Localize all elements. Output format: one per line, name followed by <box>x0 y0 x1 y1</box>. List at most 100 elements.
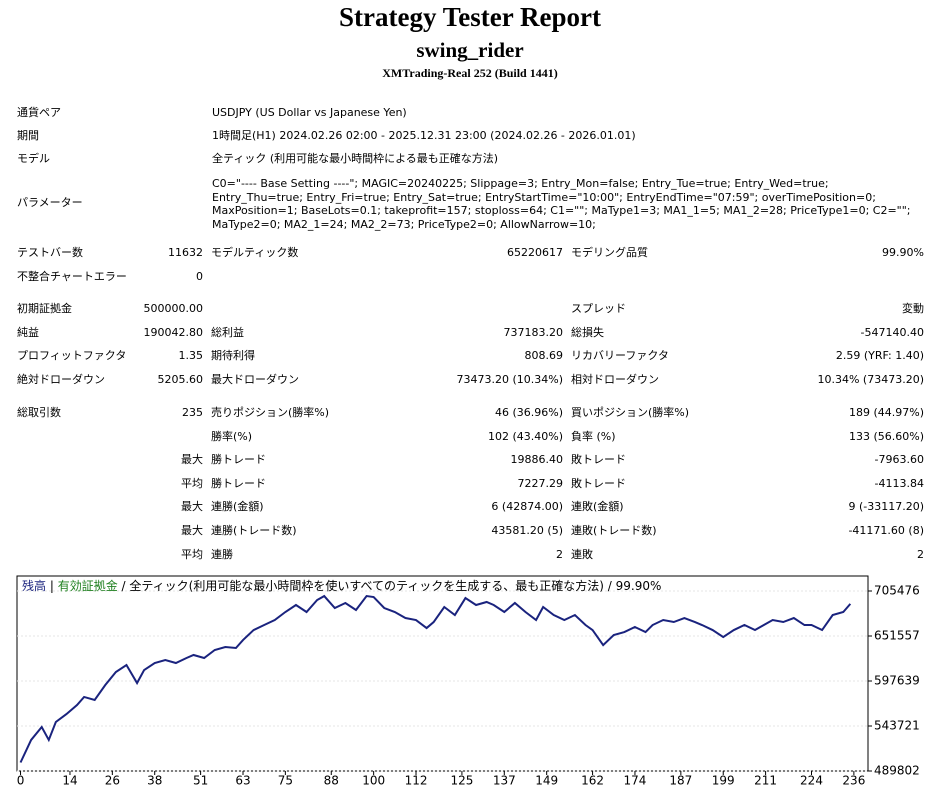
server: XMTrading-Real 252 (Build 1441) <box>382 66 558 80</box>
x-tick-label: 63 <box>235 774 250 787</box>
stat-value: -4113.84 <box>874 476 924 490</box>
stat-value: 189 (44.97%) <box>848 406 924 419</box>
x-tick-label: 112 <box>405 774 428 787</box>
x-tick-label: 137 <box>493 774 516 787</box>
stat-value: 43581.20 (5) <box>491 524 563 537</box>
stat-label: 敗トレード <box>571 476 626 490</box>
plot-frame <box>16 575 869 772</box>
y-tick-label: 597639 <box>874 673 920 687</box>
info-label: パラメーター <box>17 196 83 209</box>
x-tick-label: 88 <box>324 774 339 787</box>
stat-value: 5205.60 <box>157 372 204 386</box>
stat-label: スプレッド <box>571 302 626 315</box>
x-tick-label: 174 <box>623 774 646 787</box>
stat-value: 6 (42874.00) <box>491 500 563 514</box>
info-value: C0="---- Base Setting ----"; MAGIC=20240… <box>212 177 911 231</box>
stat-value: 10.34% (73473.20) <box>817 372 924 386</box>
stat-value: 変動 <box>902 302 924 315</box>
stat-label: 連勝(トレード数) <box>211 524 297 537</box>
stat-label: 敗トレード <box>571 453 626 467</box>
legend-separator: | <box>46 579 58 593</box>
stat-label: 連敗(トレード数) <box>571 524 657 537</box>
stat-value: 9 (-33117.20) <box>848 500 924 514</box>
balance-line <box>19 594 852 763</box>
stat-value: 1.35 <box>178 349 204 363</box>
y-tick-label: 489802 <box>874 764 920 778</box>
balance-chart: 489802 543721 597639 651557 705476 0 14 26 38 51 6… <box>16 575 920 787</box>
y-tick-label: 543721 <box>874 718 920 732</box>
stat-label: 勝トレード <box>211 453 266 467</box>
stat-value: 7227.29 <box>517 476 564 490</box>
stat-label: 連敗(金額) <box>571 500 624 514</box>
stat-label: 負率 (%) <box>571 429 616 443</box>
legend-balance: 残高 <box>22 578 46 593</box>
stat-label: 総利益 <box>211 325 244 339</box>
info-value: 1時間足(H1) 2024.02.26 02:00 - 2025.12.31 2… <box>212 129 636 142</box>
stat-value: 99.90% <box>882 246 924 259</box>
x-tick-label: 187 <box>669 774 692 787</box>
legend: 残高 | 有効証拠金 / 全ティック(利用可能な最小時間枠を使いすべてのティック… <box>22 578 661 593</box>
stat-value: 65220617 <box>507 246 563 259</box>
stat-value: 46 (36.96%) <box>494 406 563 419</box>
x-tick-label: 51 <box>193 774 208 787</box>
stat-label: 相対ドローダウン <box>571 372 659 386</box>
stat-label: 不整合チャートエラー <box>17 269 127 283</box>
stat-value: 11632 <box>168 246 203 259</box>
stat-value: 2 <box>917 547 924 561</box>
x-tick-label: 236 <box>842 774 865 787</box>
stat-value: 235 <box>182 406 203 419</box>
stat-label: 初期証拠金 <box>17 302 72 315</box>
y-tick-label: 705476 <box>874 583 920 597</box>
x-tick-label: 224 <box>800 774 823 787</box>
x-tick-label: 199 <box>712 774 735 787</box>
stat-value: 平均 <box>181 547 203 561</box>
stat-value: -41171.60 (8) <box>848 524 924 537</box>
stat-label: 勝トレード <box>211 476 266 490</box>
stat-value: 500000.00 <box>143 302 204 315</box>
stat-label: モデリング品質 <box>571 246 648 259</box>
y-tick-label: 651557 <box>874 628 920 642</box>
x-tick-label: 38 <box>147 774 162 787</box>
stat-value: 最大 <box>181 453 203 467</box>
stat-value: 2 <box>556 547 563 561</box>
stat-label: 買いポジション(勝率%) <box>571 406 690 419</box>
info-label: 期間 <box>17 129 39 142</box>
stat-label: 連勝 <box>211 547 233 561</box>
stat-value: -547140.40 <box>860 325 924 339</box>
info-value: USDJPY (US Dollar vs Japanese Yen) <box>212 106 407 119</box>
stat-value: 102 (43.40%) <box>487 429 563 443</box>
x-tick-label: 149 <box>535 774 558 787</box>
stat-value: 最大 <box>181 524 203 537</box>
x-tick-label: 162 <box>581 774 604 787</box>
legend-caption: / 全ティック(利用可能な最小時間枠を使いすべてのティックを生成する、最も正確な… <box>118 578 662 593</box>
stat-label: 勝率(%) <box>211 429 253 443</box>
stat-value: 737183.20 <box>503 325 564 339</box>
stat-value: 190042.80 <box>143 325 204 339</box>
x-tick-label: 211 <box>754 774 777 787</box>
stat-label: 総取引数 <box>17 406 61 419</box>
stat-value: 平均 <box>181 476 203 490</box>
stat-label: 総損失 <box>571 325 604 339</box>
stat-label: 絶対ドローダウン <box>17 372 105 386</box>
stat-value: 808.69 <box>524 349 564 363</box>
stat-value: 0 <box>196 269 203 283</box>
x-tick-label: 26 <box>105 774 120 787</box>
stat-label: 純益 <box>17 325 39 339</box>
stat-label: モデルティック数 <box>211 246 299 259</box>
x-tick-label: 75 <box>278 774 293 787</box>
x-tick-label: 0 <box>17 774 25 787</box>
stat-label: 連敗 <box>571 547 593 561</box>
stat-label: リカバリーファクタ <box>571 349 669 363</box>
stat-label: 売りポジション(勝率%) <box>211 406 330 419</box>
stat-label: 連勝(金額) <box>211 500 264 514</box>
stat-value: 最大 <box>181 500 203 514</box>
stat-value: 2.59 (YRF: 1.40) <box>835 349 924 363</box>
x-tick-label: 14 <box>62 774 77 787</box>
stat-label: テストバー数 <box>17 246 83 259</box>
x-tick-label: 125 <box>450 774 473 787</box>
stat-value: -7963.60 <box>874 453 924 467</box>
stat-label: プロフィットファクタ <box>17 349 127 363</box>
stat-value: 133 (56.60%) <box>848 429 924 443</box>
x-tick-label: 100 <box>362 774 385 787</box>
